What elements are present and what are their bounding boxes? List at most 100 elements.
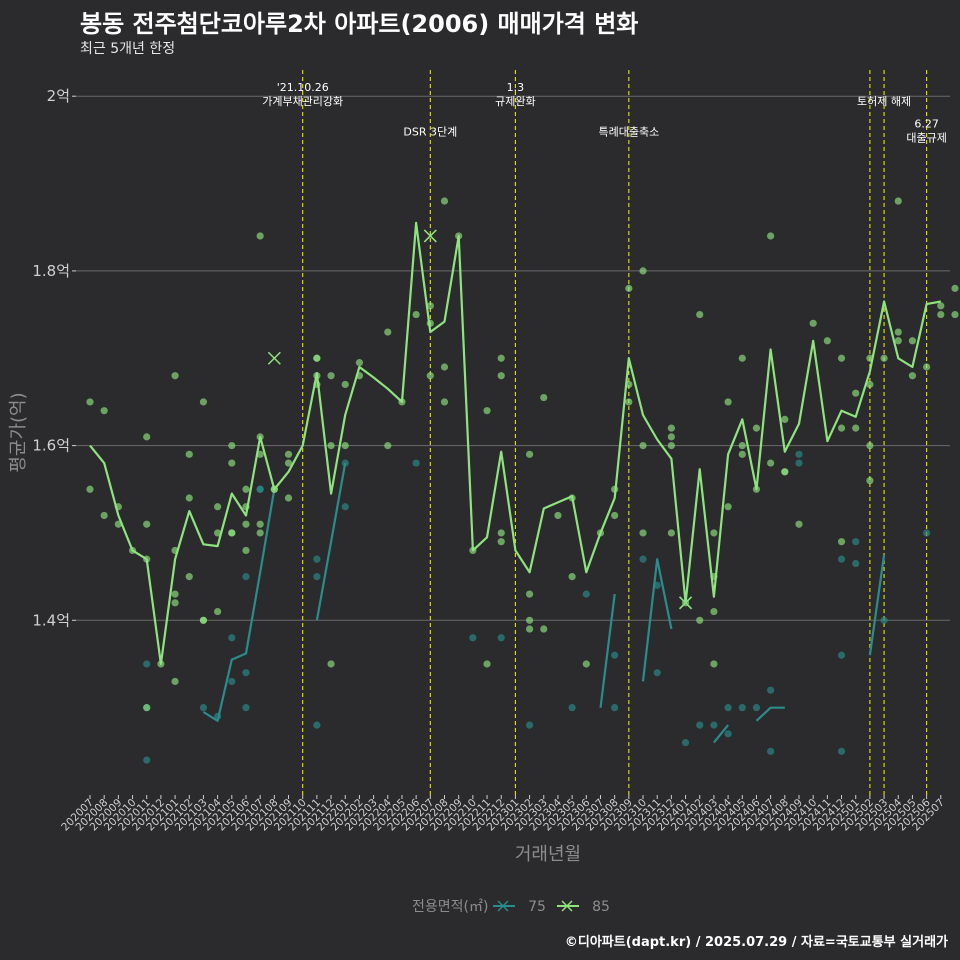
data-point: [852, 538, 860, 546]
data-point: [852, 424, 860, 432]
y-tick-label: 1.6억: [32, 437, 70, 455]
data-point: [681, 738, 690, 747]
data-point: [667, 424, 675, 432]
data-point: [242, 704, 250, 712]
data-point: [837, 538, 846, 546]
data-point: [242, 546, 250, 555]
event-label-text: 토허제 해제: [857, 94, 911, 108]
data-point: [483, 407, 491, 415]
data-point: [143, 433, 151, 441]
data-point: [313, 354, 321, 362]
data-point: [738, 442, 746, 450]
data-point: [781, 468, 789, 476]
data-point: [143, 756, 151, 764]
data-point: [611, 704, 619, 712]
data-point: [341, 459, 349, 467]
cross-stroke: [679, 596, 693, 610]
data-point: [795, 459, 803, 467]
data-point: [639, 442, 647, 450]
data-point: [327, 442, 335, 450]
data-point: [171, 677, 179, 686]
data-point: [951, 310, 959, 319]
data-point: [214, 503, 222, 511]
data-point: [228, 677, 236, 686]
data-point: [582, 660, 590, 668]
data-point: [710, 529, 718, 537]
data-point: [355, 359, 364, 367]
data-point: [710, 607, 718, 616]
y-tick-label: 1.8억: [32, 262, 70, 280]
data-point: [341, 380, 349, 389]
event-label-text: 규제완화: [495, 95, 535, 108]
data-point: [525, 616, 534, 624]
data-point: [228, 634, 236, 642]
series-75: [143, 450, 931, 764]
data-point: [313, 555, 321, 563]
data-point: [852, 389, 860, 397]
data-point: [540, 625, 548, 633]
data-point: [837, 354, 846, 362]
data-point: [86, 398, 94, 406]
x-axis-title: 거래년월: [515, 844, 581, 865]
data-point: [611, 651, 619, 659]
data-point: [214, 529, 222, 537]
data-point: [724, 704, 732, 712]
data-point: [199, 616, 208, 624]
data-point: [440, 363, 449, 371]
data-point: [568, 573, 576, 581]
data-point: [284, 494, 293, 502]
data-point: [100, 407, 108, 415]
data-point: [540, 393, 548, 402]
data-point: [752, 704, 761, 712]
chart-subtitle: 최근 5개년 한정: [80, 41, 176, 57]
data-point: [837, 651, 846, 659]
series-line: [641, 558, 673, 682]
data-point: [525, 625, 534, 633]
data-point: [880, 616, 888, 624]
data-point: [781, 415, 789, 423]
data-point: [667, 442, 675, 450]
data-point: [908, 372, 917, 380]
data-point: [738, 354, 746, 362]
data-point: [894, 337, 902, 345]
data-point: [852, 559, 860, 568]
data-point: [426, 372, 434, 380]
data-point: [327, 372, 335, 380]
data-point: [738, 450, 746, 458]
data-point: [795, 450, 803, 458]
series-line: [755, 706, 785, 722]
data-point: [866, 442, 874, 450]
chart-title: 봉동 전주첨단코아루2차 아파트(2006) 매매가격 변화: [80, 10, 639, 38]
event-label-date: 6.27: [914, 118, 939, 131]
data-point: [284, 450, 293, 458]
series-line: [89, 221, 941, 666]
data-point: [653, 669, 661, 677]
data-point: [469, 634, 477, 642]
data-point: [639, 555, 647, 563]
legend-label: 85: [592, 899, 610, 915]
data-point: [894, 197, 902, 205]
data-point: [242, 669, 250, 677]
data-point: [171, 590, 179, 598]
series-line: [202, 489, 276, 722]
event-label-text: 가계부채관리강화: [262, 95, 343, 108]
data-point: [880, 354, 888, 362]
data-point: [185, 494, 193, 502]
series-line: [599, 593, 616, 708]
data-point: [866, 476, 874, 485]
data-point: [384, 442, 392, 450]
data-point: [440, 197, 449, 205]
data-point: [426, 302, 434, 310]
data-point: [767, 686, 775, 694]
data-point: [228, 442, 236, 450]
y-tick-label: 2억: [47, 87, 70, 105]
data-point: [937, 310, 945, 319]
data-point: [341, 503, 349, 511]
data-point: [710, 721, 718, 729]
data-point: [809, 319, 817, 327]
data-point: [412, 459, 420, 467]
data-point: [837, 747, 846, 755]
data-point: [284, 459, 293, 467]
data-point: [143, 660, 151, 668]
